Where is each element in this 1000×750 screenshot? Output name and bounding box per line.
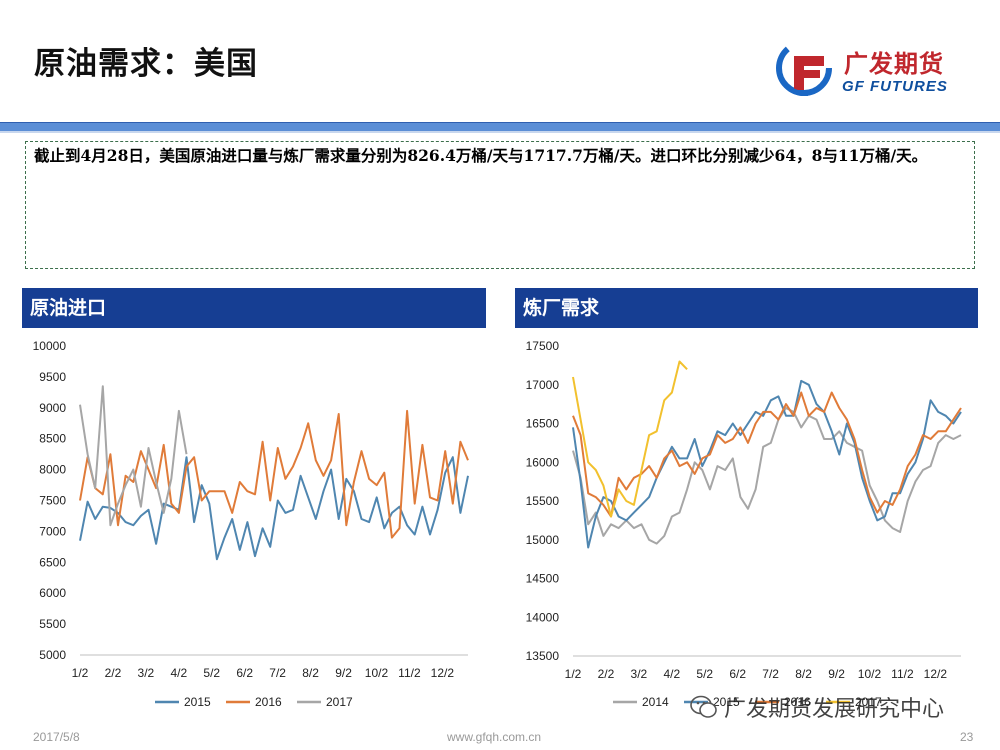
company-logo: 广发期货 GF FUTURES [776,40,981,100]
y-tick-label: 7000 [39,524,66,538]
y-tick-label: 10000 [33,339,67,353]
y-tick-label: 14000 [526,610,560,624]
x-tick-label: 5/2 [696,667,713,681]
y-tick-label: 16500 [526,417,560,431]
y-tick-label: 8500 [39,432,66,446]
watermark-text: 广发期货发展研究中心 [724,697,945,722]
x-tick-label: 8/2 [302,666,319,680]
legend-label-2017: 2017 [326,695,353,709]
series-line-2016 [79,409,469,539]
crude-imports-chart: 10000 9500 9000 8500 8000 7500 7000 6500 6000 550… [33,339,469,709]
x-tick-label: 10/2 [858,667,882,681]
y-tick-label: 8000 [39,463,66,477]
x-tick-label: 11/2 [398,666,421,680]
gf-logo-icon [776,40,832,97]
series-line-2015 [572,379,962,549]
y-tick-label: 6000 [39,586,66,600]
crude-imports-panel-title: 原油进口 [22,288,486,328]
y-tick-label: 5000 [39,648,66,662]
logo-chinese-text: 广发期货 [844,50,944,78]
refinery-demand-panel-title: 炼厂需求 [515,288,978,328]
x-tick-label: 8/2 [795,667,812,681]
series-line-2016 [572,391,962,518]
y-tick-label: 15000 [526,533,560,547]
x-tick-label: 3/2 [631,667,648,681]
x-tick-label: 9/2 [335,666,352,680]
slide-title: 原油需求：美国 [34,46,258,82]
x-tick-label: 7/2 [269,666,286,680]
x-tick-label: 6/2 [236,666,253,680]
legend-label-2016: 2016 [255,695,282,709]
watermark: 广发期货发展研究中心 [690,692,944,722]
x-tick-label: 2/2 [105,666,122,680]
x-tick-label: 12/2 [431,666,455,680]
x-tick-label: 3/2 [138,666,155,680]
x-tick-label: 9/2 [828,667,845,681]
y-tick-label: 9000 [39,401,66,415]
summary-box: 截止到4月28日，美国原油进口量与炼厂需求量分别为826.4万桶/天与1717.… [25,141,975,269]
series-line-2015 [79,456,469,561]
logo-english-text: GF FUTURES [842,78,948,95]
x-tick-label: 10/2 [365,666,389,680]
header-rule-thin [0,131,1000,133]
y-tick-label: 17000 [526,378,560,392]
x-tick-label: 6/2 [729,667,746,681]
chart-legend: 2015 2016 2017 [155,695,353,709]
footer-url: www.gfqh.com.cn [447,730,542,744]
x-tick-label: 7/2 [762,667,779,681]
y-tick-label: 15500 [526,494,560,508]
x-tick-label: 1/2 [565,667,582,681]
y-tick-label: 9500 [39,370,66,384]
y-tick-label: 17500 [526,339,560,353]
footer-date: 2017/5/8 [33,730,80,744]
y-tick-label: 14500 [526,572,560,586]
page-number: 23 [960,730,974,744]
y-tick-label: 6500 [39,555,66,569]
x-tick-label: 1/2 [72,666,89,680]
x-tick-label: 12/2 [924,667,948,681]
x-tick-label: 5/2 [203,666,220,680]
series-line-2017 [572,360,688,518]
wechat-icon [690,695,717,718]
x-tick-label: 2/2 [598,667,615,681]
x-tick-label: 4/2 [663,667,680,681]
y-tick-label: 7500 [39,494,66,508]
y-tick-label: 5500 [39,617,66,631]
legend-label-2017: 2017 [855,695,882,709]
x-tick-label: 11/2 [891,667,914,681]
x-tick-label: 4/2 [170,666,187,680]
header-rule [0,122,1000,131]
series-line-2014 [572,407,962,545]
y-tick-label: 13500 [526,649,560,663]
series-line-2017 [79,385,188,527]
legend-label-2016: 2016 [784,695,811,709]
legend-label-2014: 2014 [642,695,669,709]
refinery-demand-chart: 17500 17000 16500 16000 15500 15000 14500 14000… [526,339,962,709]
summary-text: 截止到4月28日，美国原油进口量与炼厂需求量分别为826.4万桶/天与1717.… [34,146,928,165]
y-tick-label: 16000 [526,455,560,469]
legend-label-2015: 2015 [713,695,740,709]
legend-label-2015: 2015 [184,695,211,709]
